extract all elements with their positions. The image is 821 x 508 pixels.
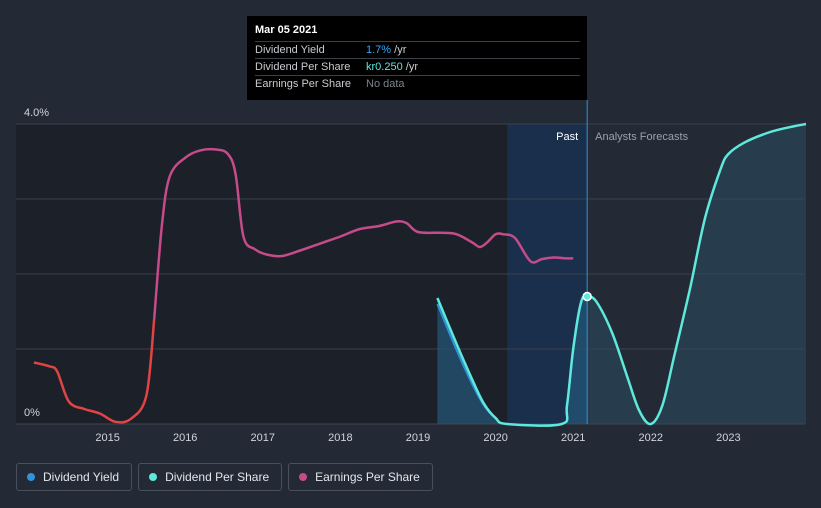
tooltip-label: Earnings Per Share — [255, 78, 351, 90]
y-tick-label-top: 4.0% — [24, 107, 49, 119]
dividend-per-share-line — [436, 122, 807, 427]
x-tick-label: 2021 — [561, 432, 585, 444]
x-tick-label: 2023 — [716, 432, 740, 444]
tooltip-suffix: /yr — [391, 44, 407, 56]
x-tick-label: 2019 — [406, 432, 430, 444]
area-fills — [437, 124, 806, 426]
tooltip-label: Dividend Yield — [255, 44, 325, 56]
dividend-per-share-area — [437, 124, 806, 426]
legend-item-earnings-per-share[interactable]: Earnings Per Share — [288, 463, 433, 491]
x-tick-label: 2016 — [173, 432, 197, 444]
tooltip: Mar 05 2021 Dividend Yield 1.7% /yr Divi… — [247, 16, 587, 100]
earnings-per-share-dot-icon — [299, 473, 308, 481]
y-tick-label-bottom: 0% — [24, 407, 40, 419]
tooltip-label: Dividend Per Share — [255, 61, 351, 73]
x-tick-label: 2017 — [251, 432, 275, 444]
tooltip-row-dividend-yield: Dividend Yield 1.7% /yr — [255, 41, 580, 58]
grid-lines — [16, 123, 805, 425]
tooltip-date: Mar 05 2021 — [255, 24, 318, 36]
forecast-label: Analysts Forecasts — [595, 131, 688, 143]
x-tick-label: 2022 — [639, 432, 663, 444]
past-label: Past — [556, 131, 578, 143]
tooltip-value: 1.7% — [366, 44, 392, 56]
earnings-per-share-line — [152, 147, 574, 320]
tooltip-value: No data — [366, 78, 405, 90]
tooltip-row-earnings-per-share: Earnings Per Share No data — [255, 75, 580, 92]
x-tick-label: 2015 — [95, 432, 119, 444]
dividend-yield-dot-icon — [27, 473, 35, 481]
earnings-per-share-line-low — [33, 318, 156, 424]
legend-item-dividend-yield[interactable]: Dividend Yield — [16, 463, 133, 491]
legend: Dividend Yield Dividend Per Share Earnin… — [16, 463, 433, 491]
x-tick-label: 2018 — [328, 432, 352, 444]
legend-label: Dividend Per Share — [165, 470, 270, 484]
legend-label: Dividend Yield — [43, 470, 120, 484]
dividend-per-share-dot-icon — [149, 473, 158, 481]
tooltip-suffix: /yr — [402, 61, 418, 73]
legend-label: Earnings Per Share — [315, 470, 420, 484]
tooltip-row-dividend-per-share: Dividend Per Share kr0.250 /yr — [255, 58, 580, 75]
x-axis-ticks: 2015 2016 2017 2018 2019 2020 2021 2022 2023 — [95, 432, 740, 444]
tooltip-value: kr0.250 — [366, 61, 403, 73]
dividend-yield-area — [437, 296, 588, 426]
legend-item-dividend-per-share[interactable]: Dividend Per Share — [138, 463, 283, 491]
series-lines — [33, 122, 807, 427]
highlight-point[interactable] — [582, 291, 592, 302]
x-tick-label: 2020 — [483, 432, 507, 444]
